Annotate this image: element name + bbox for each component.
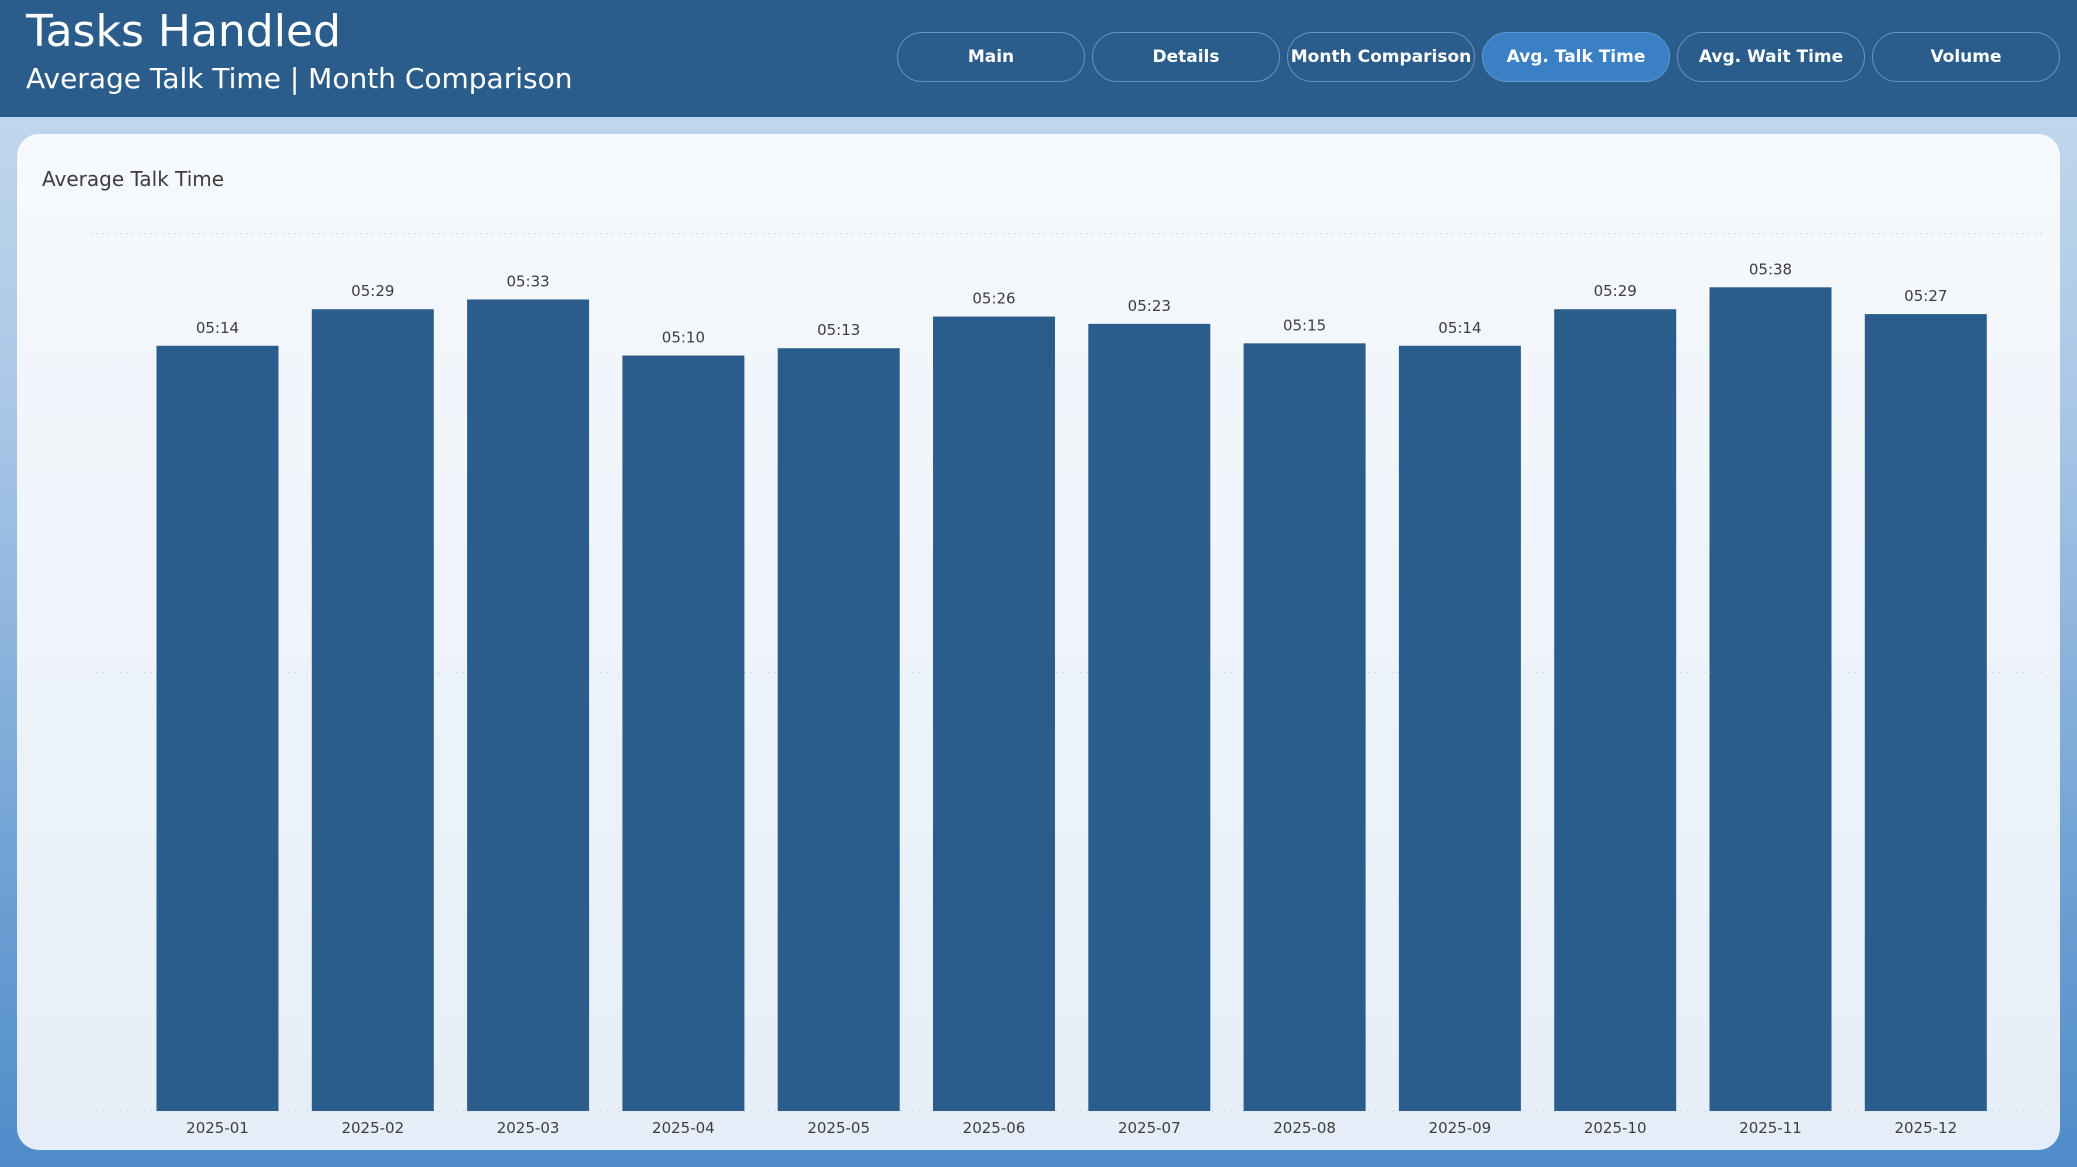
bar-2025-10[interactable] xyxy=(1554,309,1677,1111)
nav-button-month-comparison[interactable]: Month Comparison xyxy=(1287,32,1475,82)
data-label: 05:26 xyxy=(972,290,1015,308)
x-tick-label: 2025-06 xyxy=(963,1119,1026,1137)
bar-2025-08[interactable] xyxy=(1243,343,1366,1112)
data-label: 05:29 xyxy=(351,282,394,300)
data-label: 05:10 xyxy=(662,329,705,347)
data-label: 05:33 xyxy=(506,272,549,290)
bar-2025-01[interactable] xyxy=(156,345,279,1112)
bar-2025-03[interactable] xyxy=(467,299,590,1111)
nav-button-details[interactable]: Details xyxy=(1092,32,1280,82)
x-tick-label: 2025-03 xyxy=(497,1119,560,1137)
data-label: 05:29 xyxy=(1594,282,1637,300)
bar-2025-05[interactable] xyxy=(777,348,900,1111)
bar-2025-09[interactable] xyxy=(1398,345,1521,1112)
x-tick-label: 2025-05 xyxy=(807,1119,870,1137)
bar-2025-04[interactable] xyxy=(622,355,745,1111)
bar-2025-06[interactable] xyxy=(933,316,1055,1112)
nav-button-avg-talk-time[interactable]: Avg. Talk Time xyxy=(1482,32,1670,82)
bar-2025-02[interactable] xyxy=(311,309,434,1111)
data-label: 05:15 xyxy=(1283,316,1326,334)
nav-button-main[interactable]: Main xyxy=(897,32,1085,82)
page-subtitle: Average Talk Time | Month Comparison xyxy=(26,62,573,95)
data-label: 05:27 xyxy=(1904,287,1947,305)
x-tick-label: 2025-08 xyxy=(1273,1119,1336,1137)
x-tick-label: 2025-01 xyxy=(186,1119,249,1137)
chart-bars xyxy=(156,287,1987,1112)
bar-2025-11[interactable] xyxy=(1709,287,1832,1111)
data-label: 05:14 xyxy=(1438,319,1481,337)
x-tick-label: 2025-09 xyxy=(1429,1119,1492,1137)
header-bar: Tasks Handled Average Talk Time | Month … xyxy=(0,0,2077,117)
bar-2025-07[interactable] xyxy=(1088,323,1211,1111)
bar-2025-12[interactable] xyxy=(1864,314,1987,1111)
x-tick-label: 2025-12 xyxy=(1894,1119,1957,1137)
data-label: 05:23 xyxy=(1128,297,1171,315)
nav-button-avg-wait-time[interactable]: Avg. Wait Time xyxy=(1677,32,1865,82)
chart-title: Average Talk Time xyxy=(42,167,225,191)
x-tick-label: 2025-04 xyxy=(652,1119,715,1137)
page-title: Tasks Handled xyxy=(26,6,341,57)
data-label: 05:38 xyxy=(1749,260,1792,278)
nav-button-volume[interactable]: Volume xyxy=(1872,32,2060,82)
data-label: 05:14 xyxy=(196,319,239,337)
data-label: 05:13 xyxy=(817,321,860,339)
chart-labels: 05:14 2025-01 05:29 2025-02 05:33 2025-03 05:1… xyxy=(186,260,1957,1137)
x-tick-label: 2025-10 xyxy=(1584,1119,1647,1137)
x-tick-label: 2025-02 xyxy=(341,1119,404,1137)
x-tick-label: 2025-11 xyxy=(1739,1119,1802,1137)
x-tick-label: 2025-07 xyxy=(1118,1119,1181,1137)
